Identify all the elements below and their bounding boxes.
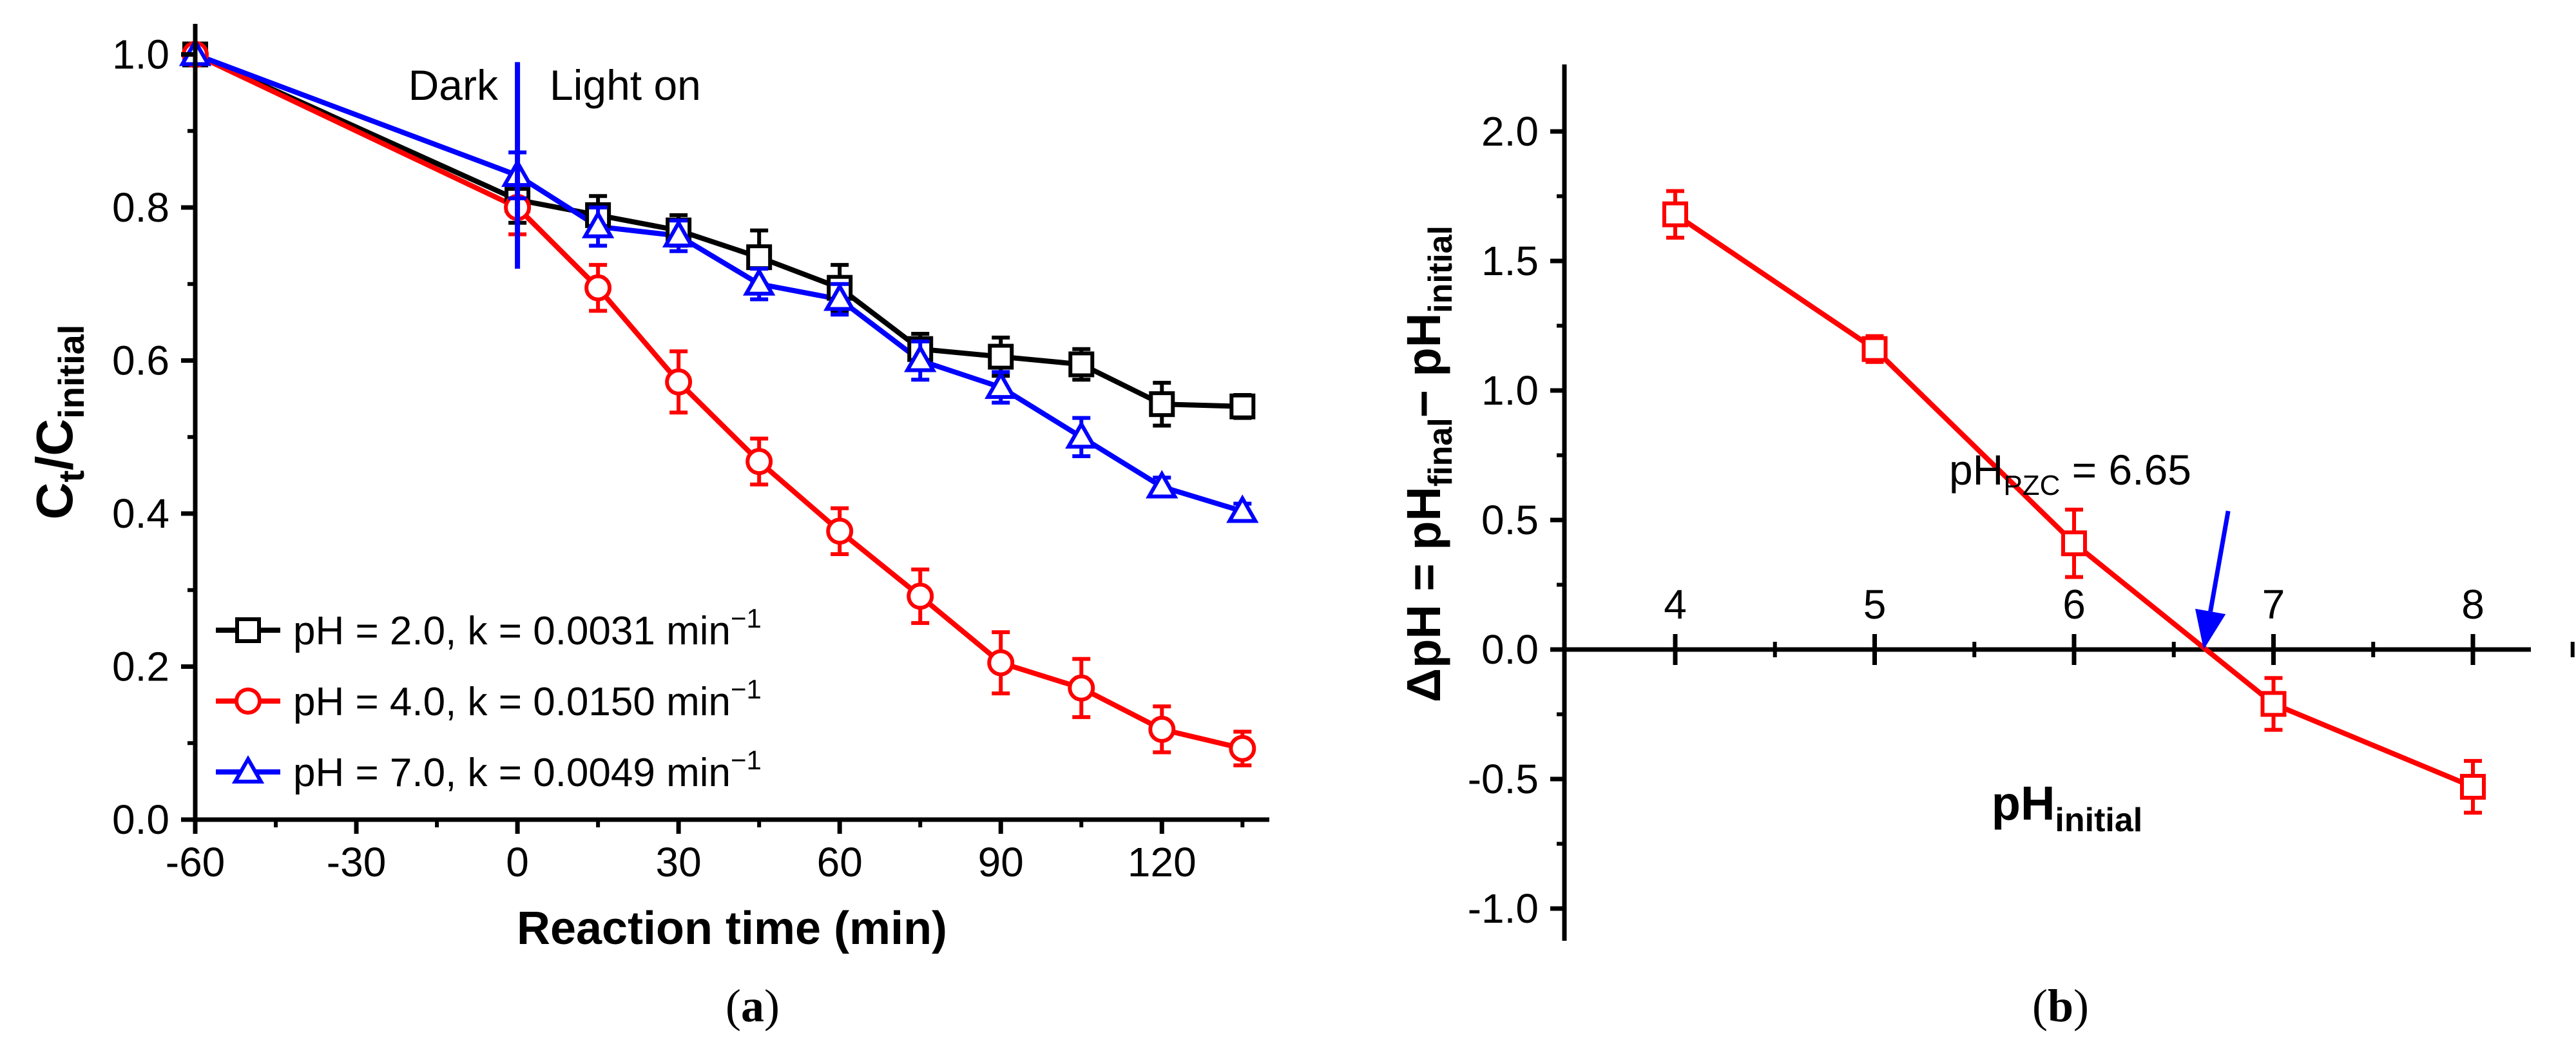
x-tick-label: 120	[1128, 839, 1197, 885]
panel-a-axes	[193, 24, 1269, 822]
panel-a-y-label-sub1: t	[51, 470, 91, 483]
pzc-arrow-line	[2208, 510, 2231, 612]
y-tick-label: 0.2	[112, 644, 169, 690]
panel-b-y-axis-label: ΔpH = pHfinal− pHinitial	[1397, 226, 1459, 702]
data-point	[1148, 715, 1176, 743]
panel-a-y-axis-label: Ct/Cinitial	[26, 325, 91, 520]
data-point	[2260, 691, 2287, 717]
legend-entry-ph-7: pH = 7.0, k = 0.0049 min−1	[216, 745, 762, 795]
panel-b-data-layer	[1662, 189, 2486, 815]
y-tick-label: 1.0	[112, 32, 169, 78]
pzc-annotation: pHPZC = 6.65	[1949, 446, 2231, 650]
x-tick-label: 8	[2461, 581, 2485, 628]
data-point	[985, 371, 1017, 400]
pzc-label: pHPZC = 6.65	[1949, 446, 2191, 501]
data-point	[988, 343, 1014, 370]
data-point	[823, 282, 856, 311]
data-point	[746, 244, 773, 271]
data-point	[743, 267, 776, 296]
x-tick-label: 5	[1863, 581, 1887, 628]
panel-a-annotation-dark: Dark	[409, 61, 499, 109]
legend-label-ph-4: pH = 4.0, k = 0.0150 min−1	[293, 674, 762, 724]
data-point	[1146, 470, 1178, 499]
data-point	[1229, 393, 1256, 419]
series-circle-points	[182, 41, 1256, 767]
y-tick-label: -1.0	[1468, 885, 1539, 932]
data-point	[745, 448, 773, 476]
legend-marker-ph-7	[231, 755, 265, 784]
y-tick-label: 0.0	[112, 796, 169, 843]
panel-b: -1.0 -0.5 0.0 0.5 1.0 1.5 2.0 4 5 6 7 8 pHPZC = 6.6…	[1397, 64, 2575, 1032]
data-point	[665, 368, 693, 396]
legend-entry-ph-4: pH = 4.0, k = 0.0150 min−1	[216, 674, 762, 724]
panel-b-y-label-prefix: ΔpH = pH	[1397, 486, 1450, 702]
y-tick-label: 2.0	[1481, 108, 1539, 155]
x-tick-label: 0	[506, 839, 529, 885]
panel-a-ticks: -60 -30 0 30 60 90 120 0.0 0.2 0.4 0.6 0.8 1.0	[112, 32, 1245, 885]
panel-b-label: (b)	[2032, 980, 2089, 1032]
panel-a-label: (a)	[726, 980, 780, 1032]
legend-marker-ph-4	[235, 688, 262, 715]
data-point	[1229, 735, 1256, 762]
panel-a-data-layer	[178, 37, 1259, 767]
x-tick-label: 30	[656, 839, 702, 885]
y-tick-label: 1.5	[1481, 238, 1539, 284]
data-point	[2460, 774, 2486, 800]
x-tick-label: -60	[166, 839, 226, 885]
data-point	[904, 343, 937, 372]
panel-a-legend: pH = 2.0, k = 0.0031 min−1 pH = 4.0, k =…	[216, 603, 762, 795]
panel-a-y-label-base: C	[26, 483, 83, 520]
data-point	[1065, 420, 1098, 449]
data-point	[1068, 351, 1095, 378]
data-point	[662, 218, 695, 247]
data-point	[987, 649, 1015, 677]
data-point	[826, 517, 854, 545]
data-point	[1662, 201, 1688, 227]
x-tick-label: 6	[2062, 581, 2086, 628]
panel-b-y-label-sub2: initial	[1422, 226, 1459, 313]
panel-b-y-label-sub1: final	[1422, 418, 1459, 486]
series-triangle-points	[178, 37, 1259, 523]
legend-label-ph-2: pH = 2.0, k = 0.0031 min−1	[293, 603, 762, 653]
y-tick-label: -0.5	[1468, 756, 1539, 802]
y-tick-label: 0.6	[112, 338, 169, 384]
x-tick-label: 60	[817, 839, 863, 885]
y-tick-label: 0.8	[112, 184, 169, 231]
y-tick-label: 1.0	[1481, 367, 1539, 414]
y-tick-label: 0.0	[1481, 626, 1539, 673]
x-tick-label: 4	[1664, 581, 1687, 628]
legend-entry-ph-2: pH = 2.0, k = 0.0031 min−1	[216, 603, 762, 653]
panel-b-ticks: -1.0 -0.5 0.0 0.5 1.0 1.5 2.0 4 5 6 7 8	[1468, 108, 2575, 932]
series-square-points	[182, 41, 1256, 428]
data-point	[907, 583, 934, 610]
panel-b-x-axis-label: pHinitial	[1992, 776, 2142, 839]
data-point	[1226, 494, 1259, 523]
data-point	[581, 209, 615, 238]
panel-a-annotation-light-on: Light on	[550, 61, 701, 109]
x-tick-label: 7	[2262, 581, 2285, 628]
pzc-arrow-head	[2195, 608, 2226, 650]
panel-b-axes	[1562, 64, 2531, 941]
series-line	[1673, 212, 2474, 789]
x-tick-label: 90	[978, 839, 1024, 885]
data-point	[584, 274, 612, 302]
y-tick-label: 0.5	[1481, 497, 1539, 543]
y-tick-label: 0.4	[112, 490, 169, 537]
data-point	[1068, 674, 1095, 702]
data-point	[1149, 391, 1175, 418]
panel-b-y-label-dash: − pH	[1397, 313, 1450, 418]
panel-a-y-label-sub2: initial	[51, 325, 91, 419]
panel-a-x-axis-label: Reaction time (min)	[517, 903, 947, 954]
panel-a-y-label-mid: /C	[26, 419, 83, 470]
data-point	[2061, 530, 2087, 557]
data-point	[1861, 336, 1888, 362]
x-tick-label: -30	[327, 839, 387, 885]
legend-label-ph-7: pH = 7.0, k = 0.0049 min−1	[293, 745, 762, 795]
legend-marker-ph-2	[235, 617, 261, 643]
